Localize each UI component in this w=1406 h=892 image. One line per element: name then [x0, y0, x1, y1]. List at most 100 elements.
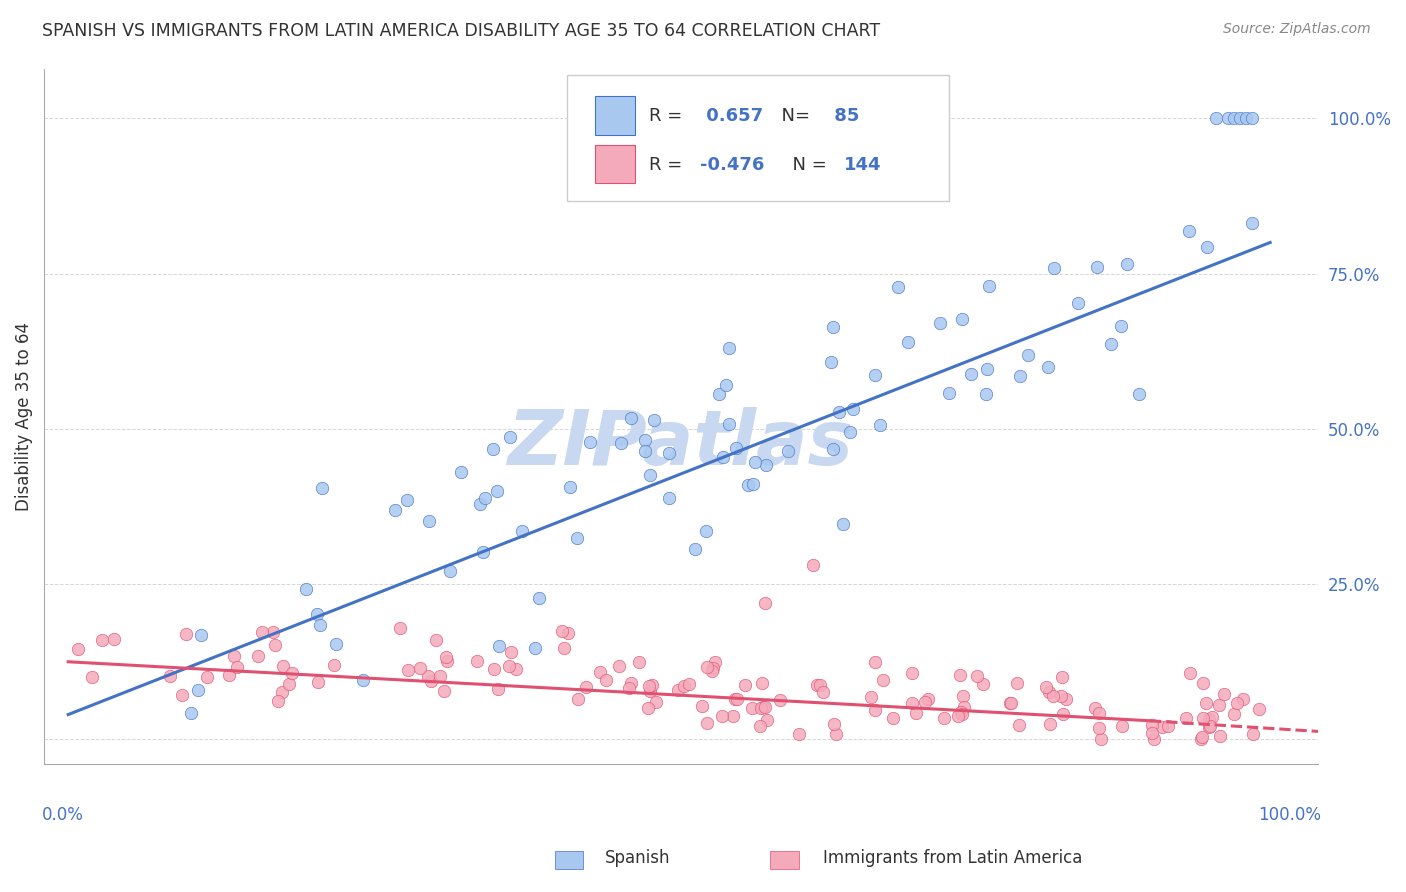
- Point: [702, 660, 724, 674]
- Point: [932, 711, 955, 725]
- Point: [832, 517, 855, 532]
- Point: [952, 690, 974, 704]
- Point: [820, 354, 842, 368]
- Point: [914, 695, 936, 709]
- Point: [418, 514, 440, 528]
- Point: [959, 367, 981, 381]
- Point: [1099, 337, 1122, 351]
- Point: [567, 692, 589, 706]
- Point: [1050, 689, 1073, 703]
- Text: R =: R =: [650, 107, 689, 125]
- Point: [172, 688, 194, 702]
- Point: [754, 700, 776, 714]
- Point: [1223, 707, 1246, 722]
- Point: [666, 682, 689, 697]
- Point: [187, 683, 209, 698]
- Point: [1232, 692, 1254, 706]
- Point: [1174, 711, 1197, 725]
- Point: [1005, 675, 1028, 690]
- Text: Immigrants from Latin America: Immigrants from Latin America: [823, 849, 1081, 867]
- Point: [1052, 670, 1074, 684]
- Text: R =: R =: [650, 155, 689, 174]
- Point: [434, 650, 457, 665]
- Point: [869, 418, 891, 433]
- Point: [696, 715, 718, 730]
- Point: [638, 467, 661, 482]
- Point: [946, 709, 969, 723]
- Point: [863, 704, 886, 718]
- Point: [754, 458, 776, 473]
- Point: [384, 503, 406, 517]
- Point: [589, 665, 612, 680]
- Point: [1143, 732, 1166, 747]
- Point: [218, 668, 240, 682]
- Point: [744, 455, 766, 469]
- Point: [267, 694, 290, 708]
- Point: [1157, 719, 1180, 733]
- Point: [1042, 690, 1064, 704]
- Point: [396, 493, 419, 508]
- Point: [741, 700, 763, 714]
- Point: [641, 677, 664, 691]
- Point: [811, 684, 834, 698]
- Point: [529, 591, 551, 605]
- Point: [433, 684, 456, 698]
- Point: [1142, 726, 1164, 740]
- Point: [352, 673, 374, 687]
- Point: [734, 678, 756, 692]
- Point: [595, 673, 617, 687]
- Text: N =: N =: [780, 155, 832, 174]
- Point: [865, 368, 887, 382]
- Point: [950, 311, 973, 326]
- Point: [897, 334, 920, 349]
- Point: [579, 435, 602, 450]
- Point: [1229, 112, 1251, 126]
- Point: [486, 681, 509, 696]
- Point: [724, 691, 747, 706]
- Point: [808, 678, 831, 692]
- Point: [1191, 731, 1213, 745]
- Point: [474, 491, 496, 505]
- Point: [264, 638, 287, 652]
- Point: [1066, 296, 1088, 310]
- Point: [498, 658, 520, 673]
- Point: [450, 466, 472, 480]
- Point: [806, 678, 828, 692]
- Point: [742, 476, 765, 491]
- Point: [1039, 716, 1062, 731]
- Point: [643, 413, 665, 427]
- Point: [638, 679, 661, 693]
- Point: [91, 632, 114, 647]
- Point: [725, 441, 748, 455]
- Point: [974, 386, 997, 401]
- Point: [1234, 112, 1257, 126]
- Point: [1038, 685, 1060, 699]
- Point: [977, 278, 1000, 293]
- Point: [1008, 368, 1031, 383]
- Point: [1241, 726, 1264, 740]
- Point: [174, 627, 197, 641]
- Point: [841, 402, 863, 417]
- Point: [1035, 680, 1057, 694]
- Point: [1192, 676, 1215, 690]
- Point: [82, 670, 104, 684]
- Point: [1008, 718, 1031, 732]
- Point: [1208, 698, 1230, 712]
- Point: [499, 430, 522, 444]
- Point: [1087, 721, 1109, 735]
- Point: [294, 582, 316, 596]
- Text: 85: 85: [828, 107, 859, 125]
- Point: [617, 681, 640, 696]
- Point: [280, 666, 302, 681]
- Point: [439, 564, 461, 578]
- Point: [756, 713, 779, 727]
- Point: [823, 716, 845, 731]
- Point: [565, 531, 588, 545]
- Point: [307, 674, 329, 689]
- Point: [620, 410, 643, 425]
- Point: [865, 656, 887, 670]
- Point: [1178, 666, 1201, 681]
- Point: [609, 659, 631, 673]
- Point: [998, 696, 1021, 710]
- Point: [1128, 387, 1150, 401]
